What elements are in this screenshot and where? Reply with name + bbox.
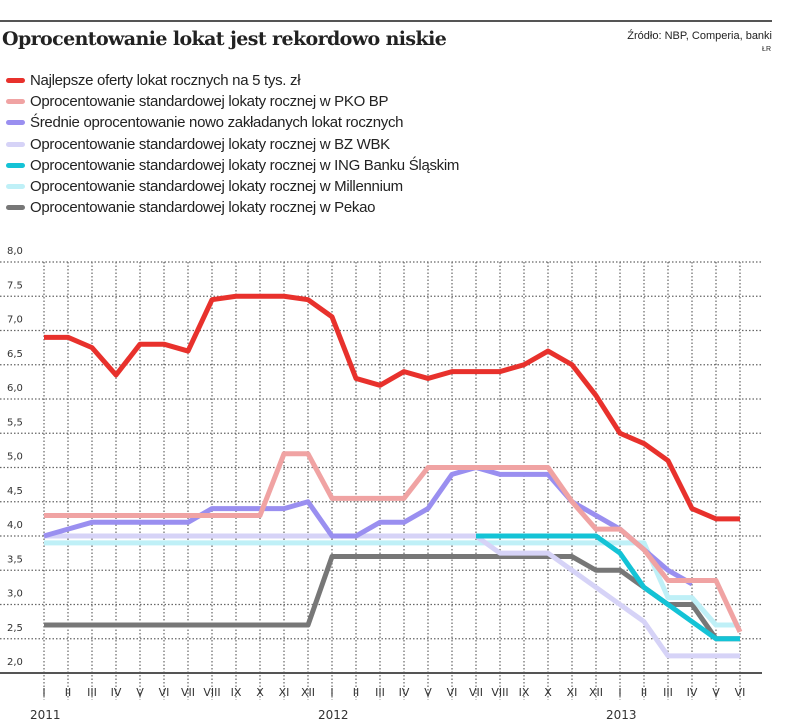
legend-label: Oprocentowanie standardowej lokaty roczn… [30,93,389,111]
year-label: 2013 [606,708,637,722]
chart-title: Oprocentowanie lokat jest rekordowo nisk… [2,28,447,50]
y-tick-label: 7,0 [7,315,23,326]
x-tick-label: V [424,686,432,699]
x-tick-label: III [375,686,385,699]
y-tick-label: 6,5 [7,349,23,360]
y-tick-label: 8,0 [7,246,23,257]
x-tick-label: XII [589,686,603,699]
series-line [476,533,740,642]
x-tick-label: VI [447,686,458,699]
x-tick-label: IX [231,686,242,699]
y-tick-label: 3,0 [7,589,23,600]
y-tick-label: 4,5 [7,486,23,497]
top-rule [0,20,772,22]
x-tick-label: VIII [203,686,220,699]
y-tick-label: 5,5 [7,417,23,428]
y-tick-label: 5,0 [7,452,23,463]
x-tick-label: XI [279,686,290,699]
x-tick-label: VII [181,686,195,699]
x-tick-label: IV [687,686,698,699]
legend-label: Oprocentowanie standardowej lokaty roczn… [30,156,460,174]
x-tick-label: I [330,686,333,699]
series-line [43,465,694,587]
legend-label: Najlepsze oferty lokat rocznych na 5 tys… [30,72,301,90]
legend-swatch [6,141,25,147]
y-tick-label: 4,0 [7,520,23,531]
legend-item: Oprocentowanie standardowej lokaty roczn… [6,91,459,112]
x-tick-label: IV [399,686,410,699]
series-line [44,451,743,633]
x-tick-label: IX [519,686,530,699]
x-tick-label: I [618,686,621,699]
x-tick-label: IV [111,686,122,699]
series-line [44,533,740,659]
x-tick-label: X [544,686,552,699]
x-tick-label: X [256,686,264,699]
x-tick-label: VII [469,686,483,699]
legend-item: Oprocentowanie standardowej lokaty roczn… [6,176,459,197]
x-tick-label: V [136,686,144,699]
legend-item: Oprocentowanie standardowej lokaty roczn… [6,134,459,155]
x-tick-label: III [87,686,97,699]
source-note: Źródło: NBP, Comperia, banki [627,30,772,42]
y-tick-label: 3,5 [7,554,23,565]
x-tick-label: I [42,686,45,699]
legend-item: Oprocentowanie standardowej lokaty roczn… [6,197,459,218]
year-label: 2012 [318,708,349,722]
x-tick-label: II [353,686,360,699]
x-tick-label: VI [735,686,746,699]
x-tick-label: VI [159,686,170,699]
y-tick-label: 6,0 [7,383,23,394]
legend-label: Oprocentowanie standardowej lokaty roczn… [30,135,390,153]
x-tick-label: V [712,686,720,699]
legend-item: Oprocentowanie standardowej lokaty roczn… [6,155,459,176]
y-tick-label: 7.5 [7,280,23,291]
legend-item: Średnie oprocentowanie nowo zakładanych … [6,112,459,133]
x-tick-label: XI [567,686,578,699]
legend-label: Oprocentowanie standardowej lokaty roczn… [30,199,376,217]
x-tick-label: II [65,686,72,699]
series-line [44,554,740,642]
series-line [44,293,740,522]
legend-swatch [6,205,25,211]
x-tick-label: III [663,686,673,699]
legend-swatch [6,78,25,84]
legend-swatch [6,162,25,168]
legend-swatch [6,99,25,105]
legend-label: Oprocentowanie standardowej lokaty roczn… [30,178,403,196]
legend-item: Najlepsze oferty lokat rocznych na 5 tys… [6,70,459,91]
x-tick-label: XII [301,686,315,699]
x-tick-label: VIII [491,686,508,699]
y-tick-label: 2,0 [7,657,23,668]
series-line [44,540,740,628]
legend-label: Średnie oprocentowanie nowo zakładanych … [30,114,404,132]
legend-swatch [6,184,25,190]
y-tick-label: 2,5 [7,623,23,634]
year-label: 2011 [30,708,61,722]
x-tick-label: II [641,686,648,699]
legend-swatch [6,120,25,126]
legend: Najlepsze oferty lokat rocznych na 5 tys… [6,70,459,218]
author-initials: ŁR [762,46,771,53]
